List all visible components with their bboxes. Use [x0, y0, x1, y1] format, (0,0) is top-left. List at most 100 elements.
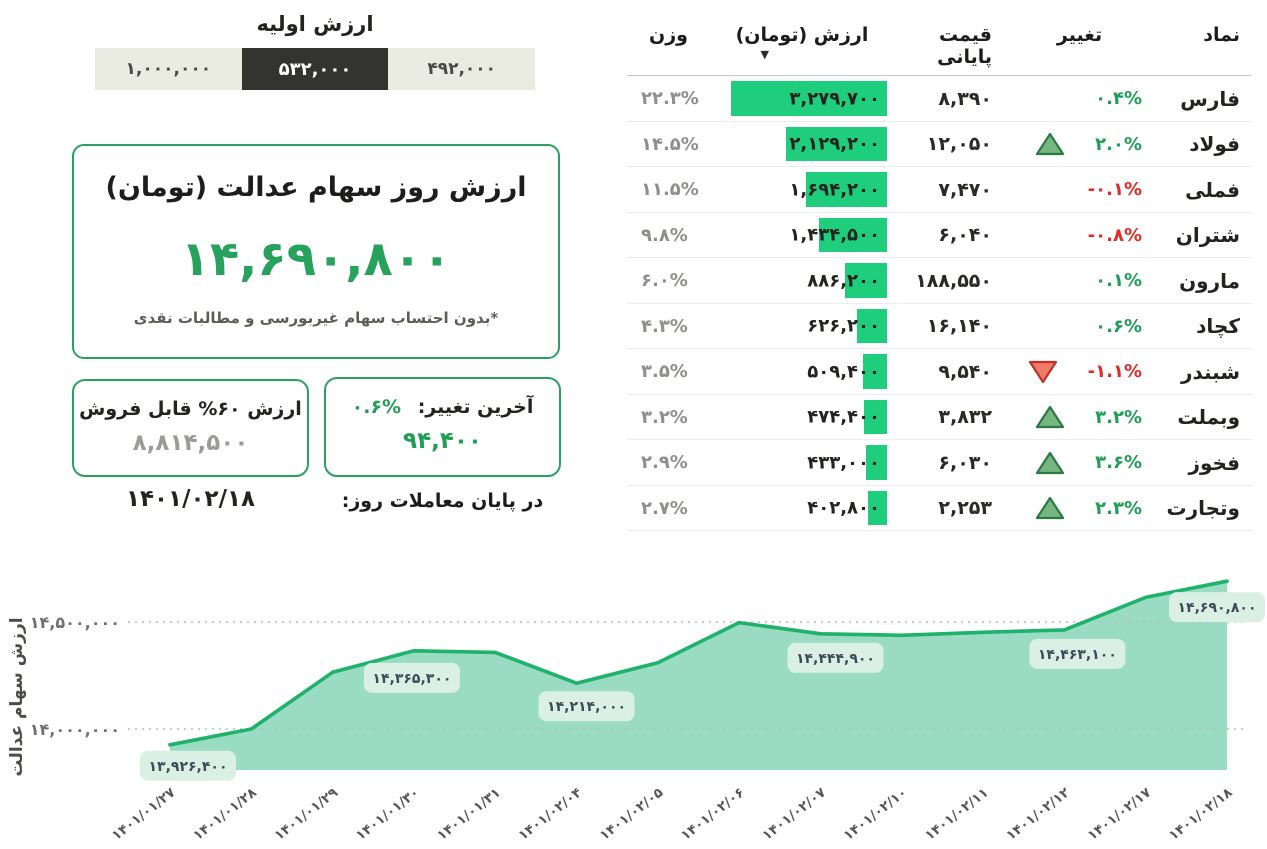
change-cell: ۲.۳% [1007, 495, 1152, 521]
triangle-up-icon [1036, 133, 1065, 156]
change-percent: ۳.۲% [1095, 406, 1142, 428]
table-row[interactable]: فملی -۰.۱% ۷,۴۷۰ ۱,۶۹۴,۲۰۰ ۱۱.۵% [627, 167, 1252, 213]
y-axis-title: ارزش سهام عدالت [7, 617, 27, 776]
table-row[interactable]: وتجارت ۲.۳% ۲,۲۵۳ ۴۰۲,۸۰۰ ۲.۷% [627, 486, 1252, 531]
closing-price-cell: ۱۶,۱۴۰ [926, 315, 992, 338]
initial-value-segments: ۱,۰۰۰,۰۰۰ ۵۳۲,۰۰۰ ۴۹۲,۰۰۰ [95, 48, 536, 90]
x-tick-label: ۱۴۰۱/۰۱/۲۹ [272, 785, 342, 844]
value-bar [863, 354, 887, 389]
x-tick-label: ۱۴۰۱/۰۲/۱۷ [1085, 784, 1155, 844]
chart-annotation-label: ۱۳,۹۲۶,۴۰۰ [149, 759, 228, 775]
value-cell: ۱,۴۳۴,۵۰۰ [717, 213, 887, 259]
chart-annotation-label: ۱۴,۶۹۰,۸۰۰ [1178, 600, 1257, 616]
value-cell: ۴۳۳,۰۰۰ [717, 440, 887, 486]
y-tick-label: ۱۴,۵۰۰,۰۰۰ [30, 613, 120, 632]
chart-annotation-box [538, 691, 635, 722]
header-value-sortable[interactable]: ارزش (تومان) ▼ [717, 24, 887, 62]
last-change-label: آخرین تغییر: [417, 396, 534, 418]
current-value-title: ارزش روز سهام عدالت (تومان) [105, 172, 527, 203]
symbol-cell: وتجارت [1166, 496, 1240, 521]
change-cell: ۰.۱% [1007, 268, 1152, 294]
symbol-cell: شبندر [1180, 359, 1240, 384]
initial-value-widget: ارزش اولیه ۱,۰۰۰,۰۰۰ ۵۳۲,۰۰۰ ۴۹۲,۰۰۰ [95, 12, 536, 90]
weight-cell: ۲.۹% [641, 452, 688, 474]
value-number: ۸۸۶,۲۰۰ [807, 270, 880, 292]
closing-price-cell: ۲,۲۵۳ [938, 497, 992, 520]
triangle-down-icon [1028, 360, 1057, 383]
header-weight: وزن [649, 24, 688, 46]
value-bar [866, 445, 887, 480]
triangle-up-icon [1036, 451, 1065, 474]
x-tick-label: ۱۴۰۱/۰۱/۲۷ [109, 784, 179, 844]
last-change-value: ۹۴,۴۰۰ [403, 428, 482, 454]
chart-area-fill [170, 581, 1227, 770]
x-tick-label: ۱۴۰۱/۰۲/۱۸ [1166, 784, 1236, 844]
value-bar [786, 126, 887, 161]
symbol-cell: شتران [1175, 223, 1240, 248]
sort-descending-icon[interactable]: ▼ [760, 48, 769, 61]
change-cell: -۰.۸% [1007, 222, 1152, 248]
closing-price-cell: ۱۸۸,۵۵۰ [915, 269, 992, 292]
table-row[interactable]: مارون ۰.۱% ۱۸۸,۵۵۰ ۸۸۶,۲۰۰ ۶.۰% [627, 258, 1252, 304]
weight-cell: ۶.۰% [641, 270, 688, 292]
header-value-label: ارزش (تومان) [735, 24, 869, 46]
chart-annotation-box [363, 662, 460, 693]
table-row[interactable]: فولاد ۲.۰% ۱۲,۰۵۰ ۲,۱۲۹,۲۰۰ ۱۴.۵% [627, 122, 1252, 168]
table-row[interactable]: شتران -۰.۸% ۶,۰۴۰ ۱,۴۳۴,۵۰۰ ۹.۸% [627, 213, 1252, 259]
x-tick-label: ۱۴۰۱/۰۲/۱۱ [922, 785, 992, 844]
x-tick-label: ۱۴۰۱/۰۲/۰۵ [597, 785, 667, 844]
table-row[interactable]: وبملت ۳.۲% ۳,۸۳۲ ۴۷۴,۴۰۰ ۳.۲% [627, 395, 1252, 441]
table-row[interactable]: فخوز ۳.۶% ۶,۰۳۰ ۴۳۳,۰۰۰ ۲.۹% [627, 440, 1252, 486]
last-change-percent: ۰.۶% [351, 396, 402, 418]
value-bar [857, 308, 887, 343]
last-change-line: آخرین تغییر: ۰.۶% [326, 396, 559, 418]
chart-annotation-box [1029, 638, 1126, 669]
value-cell: ۴۷۴,۴۰۰ [717, 395, 887, 441]
end-of-day-caption: در پایان معاملات روز: [341, 490, 544, 512]
change-percent: -۱.۱% [1087, 361, 1142, 383]
value-number: ۱,۶۹۴,۲۰۰ [789, 179, 880, 201]
value-cell: ۲,۱۲۹,۲۰۰ [717, 122, 887, 168]
value-cell: ۸۸۶,۲۰۰ [717, 258, 887, 304]
value-bar [864, 399, 887, 434]
x-tick-label: ۱۴۰۱/۰۱/۲۸ [190, 784, 260, 844]
value-bar [806, 172, 887, 207]
closing-price-cell: ۸,۳۹۰ [938, 87, 992, 110]
weight-cell: ۴.۳% [641, 315, 688, 337]
change-cell: ۲.۰% [1007, 131, 1152, 157]
change-percent: ۰.۴% [1095, 88, 1142, 110]
table-row[interactable]: فارس ۰.۴% ۸,۳۹۰ ۳,۲۷۹,۷۰۰ ۲۲.۳% [627, 76, 1252, 122]
initial-value-segment-2: ۵۳۲,۰۰۰ [241, 48, 389, 90]
value-number: ۶۲۶,۲۰۰ [807, 315, 880, 337]
chart-annotation-box [787, 642, 884, 673]
x-tick-label: ۱۴۰۱/۰۲/۰۶ [678, 785, 748, 844]
x-tick-label: ۱۴۰۱/۰۱/۳۱ [434, 785, 504, 844]
closing-price-cell: ۹,۵۴۰ [938, 360, 992, 383]
change-percent: ۲.۰% [1095, 133, 1142, 155]
initial-value-segment-1: ۱,۰۰۰,۰۰۰ [95, 48, 242, 90]
current-value-footnote: *بدون احتساب سهام غیربورسی و مطالبات نقد… [133, 309, 499, 327]
header-change: تغییر [1056, 24, 1103, 46]
change-percent: -۰.۱% [1087, 179, 1142, 201]
symbol-cell: فخوز [1188, 450, 1240, 475]
closing-price-cell: ۶,۰۳۰ [938, 451, 992, 474]
value-bar [868, 490, 887, 525]
chart-line [168, 579, 1229, 747]
table-row[interactable]: کچاد ۰.۶% ۱۶,۱۴۰ ۶۲۶,۲۰۰ ۴.۳% [627, 304, 1252, 350]
header-symbol: نماد [1203, 24, 1240, 46]
change-cell: -۰.۱% [1007, 177, 1152, 203]
closing-price-cell: ۱۲,۰۵۰ [926, 133, 992, 156]
value-number: ۴۰۲,۸۰۰ [807, 497, 880, 519]
table-row[interactable]: شبندر -۱.۱% ۹,۵۴۰ ۵۰۹,۴۰۰ ۳.۵% [627, 349, 1252, 395]
value-number: ۵۰۹,۴۰۰ [807, 361, 880, 383]
symbol-cell: فملی [1185, 177, 1240, 202]
value-cell: ۶۲۶,۲۰۰ [717, 304, 887, 350]
change-percent: ۲.۳% [1095, 497, 1142, 519]
initial-value-segment-3: ۴۹۲,۰۰۰ [388, 48, 536, 90]
initial-value-title: ارزش اولیه [256, 12, 374, 36]
change-cell: ۰.۶% [1007, 313, 1152, 339]
change-cell: ۳.۲% [1007, 404, 1152, 430]
weight-cell: ۱۱.۵% [641, 179, 699, 201]
closing-price-cell: ۷,۴۷۰ [938, 178, 992, 201]
